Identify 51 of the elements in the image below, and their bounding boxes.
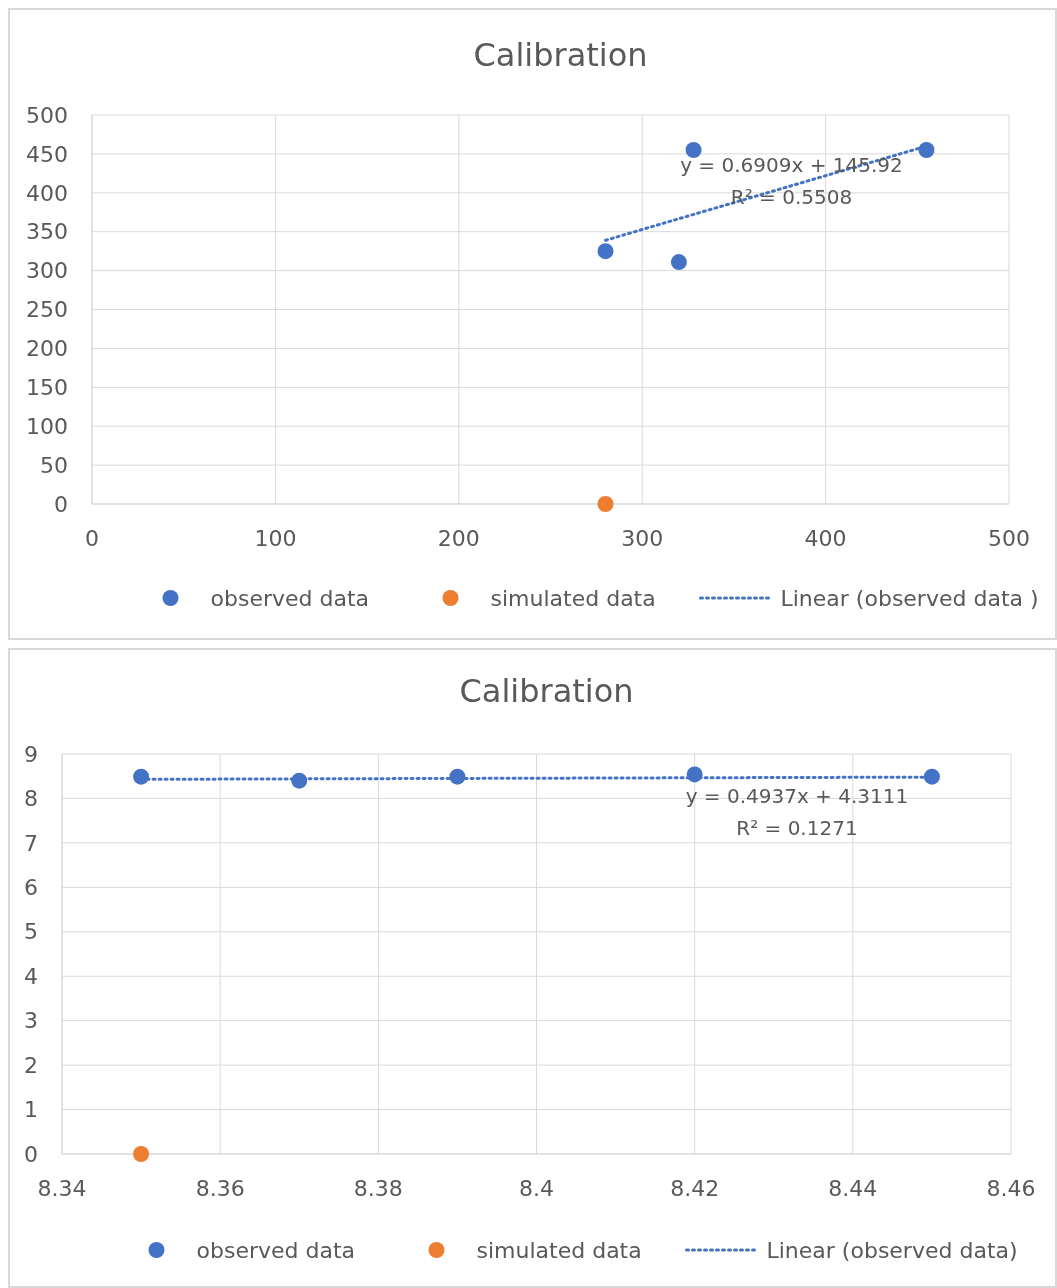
legend-label: simulated data xyxy=(490,585,656,611)
y-tick-label: 8 xyxy=(24,786,38,812)
y-tick-label: 9 xyxy=(24,741,38,767)
x-tick-label: 8.44 xyxy=(828,1176,878,1201)
y-tick-label: 3 xyxy=(24,1008,38,1034)
point xyxy=(597,243,614,260)
annotation: R² = 0.1271 xyxy=(736,816,858,841)
point xyxy=(923,768,940,785)
annotation: y = 0.4937x + 4.3111 xyxy=(685,784,909,809)
y-tick-label: 500 xyxy=(26,102,68,128)
x-tick-label: 8.36 xyxy=(195,1176,245,1201)
x-tick-label: 8.46 xyxy=(986,1176,1036,1201)
x-tick-label: 300 xyxy=(621,526,664,551)
y-tick-label: 300 xyxy=(26,258,68,284)
x-tick-label: 200 xyxy=(437,526,480,551)
y-tick-label: 200 xyxy=(26,336,68,362)
legend-label: Linear (observed data) xyxy=(766,1237,1018,1263)
point xyxy=(918,142,935,159)
y-tick-label: 400 xyxy=(26,180,68,206)
point xyxy=(685,142,702,159)
y-tick-label: 0 xyxy=(24,1141,38,1167)
legend-label: simulated data xyxy=(476,1237,642,1263)
y-tick-label: 6 xyxy=(24,875,38,901)
chart-title: Calibration xyxy=(459,672,634,710)
y-tick-label: 50 xyxy=(40,452,68,478)
point xyxy=(133,1146,150,1162)
legend-label: observed data xyxy=(196,1237,356,1263)
y-tick-label: 350 xyxy=(26,219,68,245)
y-tick-label: 0 xyxy=(54,491,68,517)
x-tick-label: 400 xyxy=(804,526,847,551)
point xyxy=(597,496,614,512)
y-tick-label: 100 xyxy=(26,413,68,439)
x-tick-label: 8.38 xyxy=(353,1176,403,1201)
y-tick-label: 1 xyxy=(24,1097,38,1123)
y-tick-label: 7 xyxy=(24,830,38,856)
chart-title: Calibration xyxy=(473,36,648,74)
x-tick-label: 8.42 xyxy=(670,1176,720,1201)
y-tick-label: 5 xyxy=(24,919,38,945)
legend-label: Linear (observed data ) xyxy=(780,585,1039,611)
y-tick-label: 250 xyxy=(26,297,68,323)
x-tick-label: 8.34 xyxy=(37,1176,87,1201)
y-tick-label: 150 xyxy=(26,375,68,400)
legend-label: observed data xyxy=(210,585,370,611)
y-tick-label: 2 xyxy=(24,1052,38,1078)
y-tick-label: 4 xyxy=(24,963,38,989)
x-tick-label: 0 xyxy=(85,526,99,551)
x-tick-label: 100 xyxy=(254,526,297,551)
x-tick-label: 8.4 xyxy=(519,1176,554,1201)
y-tick-label: 450 xyxy=(26,141,68,167)
point xyxy=(670,254,687,271)
x-tick-label: 500 xyxy=(988,526,1030,551)
